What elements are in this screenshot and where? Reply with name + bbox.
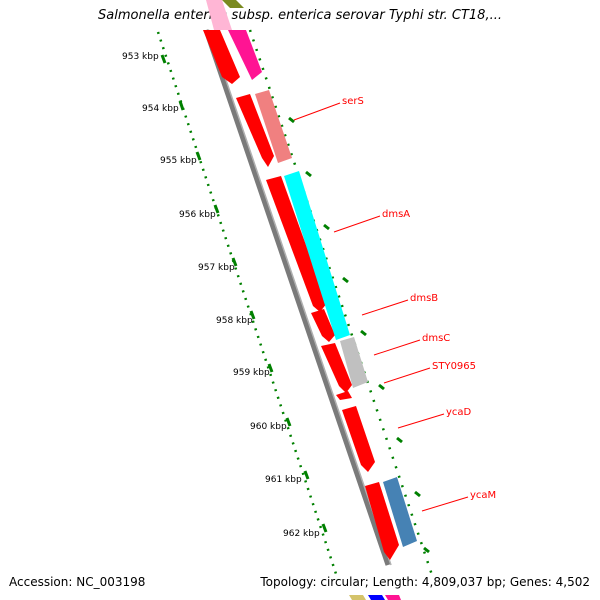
scale-label: 953 kbp (122, 52, 159, 62)
major-ticks-right (288, 116, 430, 554)
gene-label-sers: serS (342, 96, 364, 107)
top-features (203, 0, 262, 84)
gene-feature (349, 595, 366, 600)
scale-label: 958 kbp (216, 316, 253, 326)
genome-backbone (203, 29, 392, 566)
gene-labels: serS dmsA dmsB dmsC STY0965 ycaD ycaM (342, 96, 496, 501)
scale-label: 954 kbp (142, 104, 179, 114)
gene-feature (368, 595, 385, 600)
scale-label: 956 kbp (179, 210, 216, 220)
colored-features (255, 90, 417, 547)
scale-label: 962 kbp (283, 529, 320, 539)
ycaM-feature (383, 477, 417, 547)
scale-label: 959 kbp (233, 368, 270, 378)
genome-summary: Topology: circular; Length: 4,809,037 bp… (260, 575, 590, 589)
scale-ticks-left (156, 31, 340, 581)
scale-labels: 953 kbp 954 kbp 955 kbp 956 kbp 957 kbp … (122, 52, 320, 539)
scale-label: 961 kbp (265, 475, 302, 485)
scale-label: 957 kbp (198, 263, 235, 273)
accession-text: Accession: NC_003198 (9, 575, 146, 589)
gene-feature (342, 406, 375, 472)
scale-label: 960 kbp (250, 422, 287, 432)
major-ticks (160, 54, 328, 533)
gene-feature (365, 482, 399, 560)
gene-feature (222, 0, 244, 8)
cds-features (236, 94, 399, 560)
gene-feature (311, 309, 335, 342)
gene-feature (336, 391, 352, 400)
gene-label-dmsb: dmsB (410, 293, 438, 304)
gene-label-dmsa: dmsA (382, 209, 410, 220)
gene-feature (206, 0, 232, 30)
gene-feature (236, 94, 274, 167)
serS-feature (255, 90, 292, 163)
gene-feature (228, 30, 262, 80)
dmsC-feature (340, 337, 368, 388)
gene-label-dmsc: dmsC (422, 333, 450, 344)
dmsA-feature (284, 171, 350, 340)
scale-ticks-right (248, 29, 434, 576)
gene-label-sty0965: STY0965 (432, 361, 476, 372)
gene-feature (385, 595, 401, 600)
map-title: Salmonella enterica subsp. enterica sero… (98, 8, 502, 23)
gene-feature (321, 343, 352, 393)
scale-label: 955 kbp (160, 156, 197, 166)
gene-feature (203, 30, 240, 84)
label-leaders (293, 102, 469, 512)
gene-label-ycam: ycaM (470, 490, 496, 501)
bottom-features (349, 595, 401, 600)
gene-label-ycad: ycaD (446, 407, 472, 418)
gene-feature (266, 176, 327, 312)
